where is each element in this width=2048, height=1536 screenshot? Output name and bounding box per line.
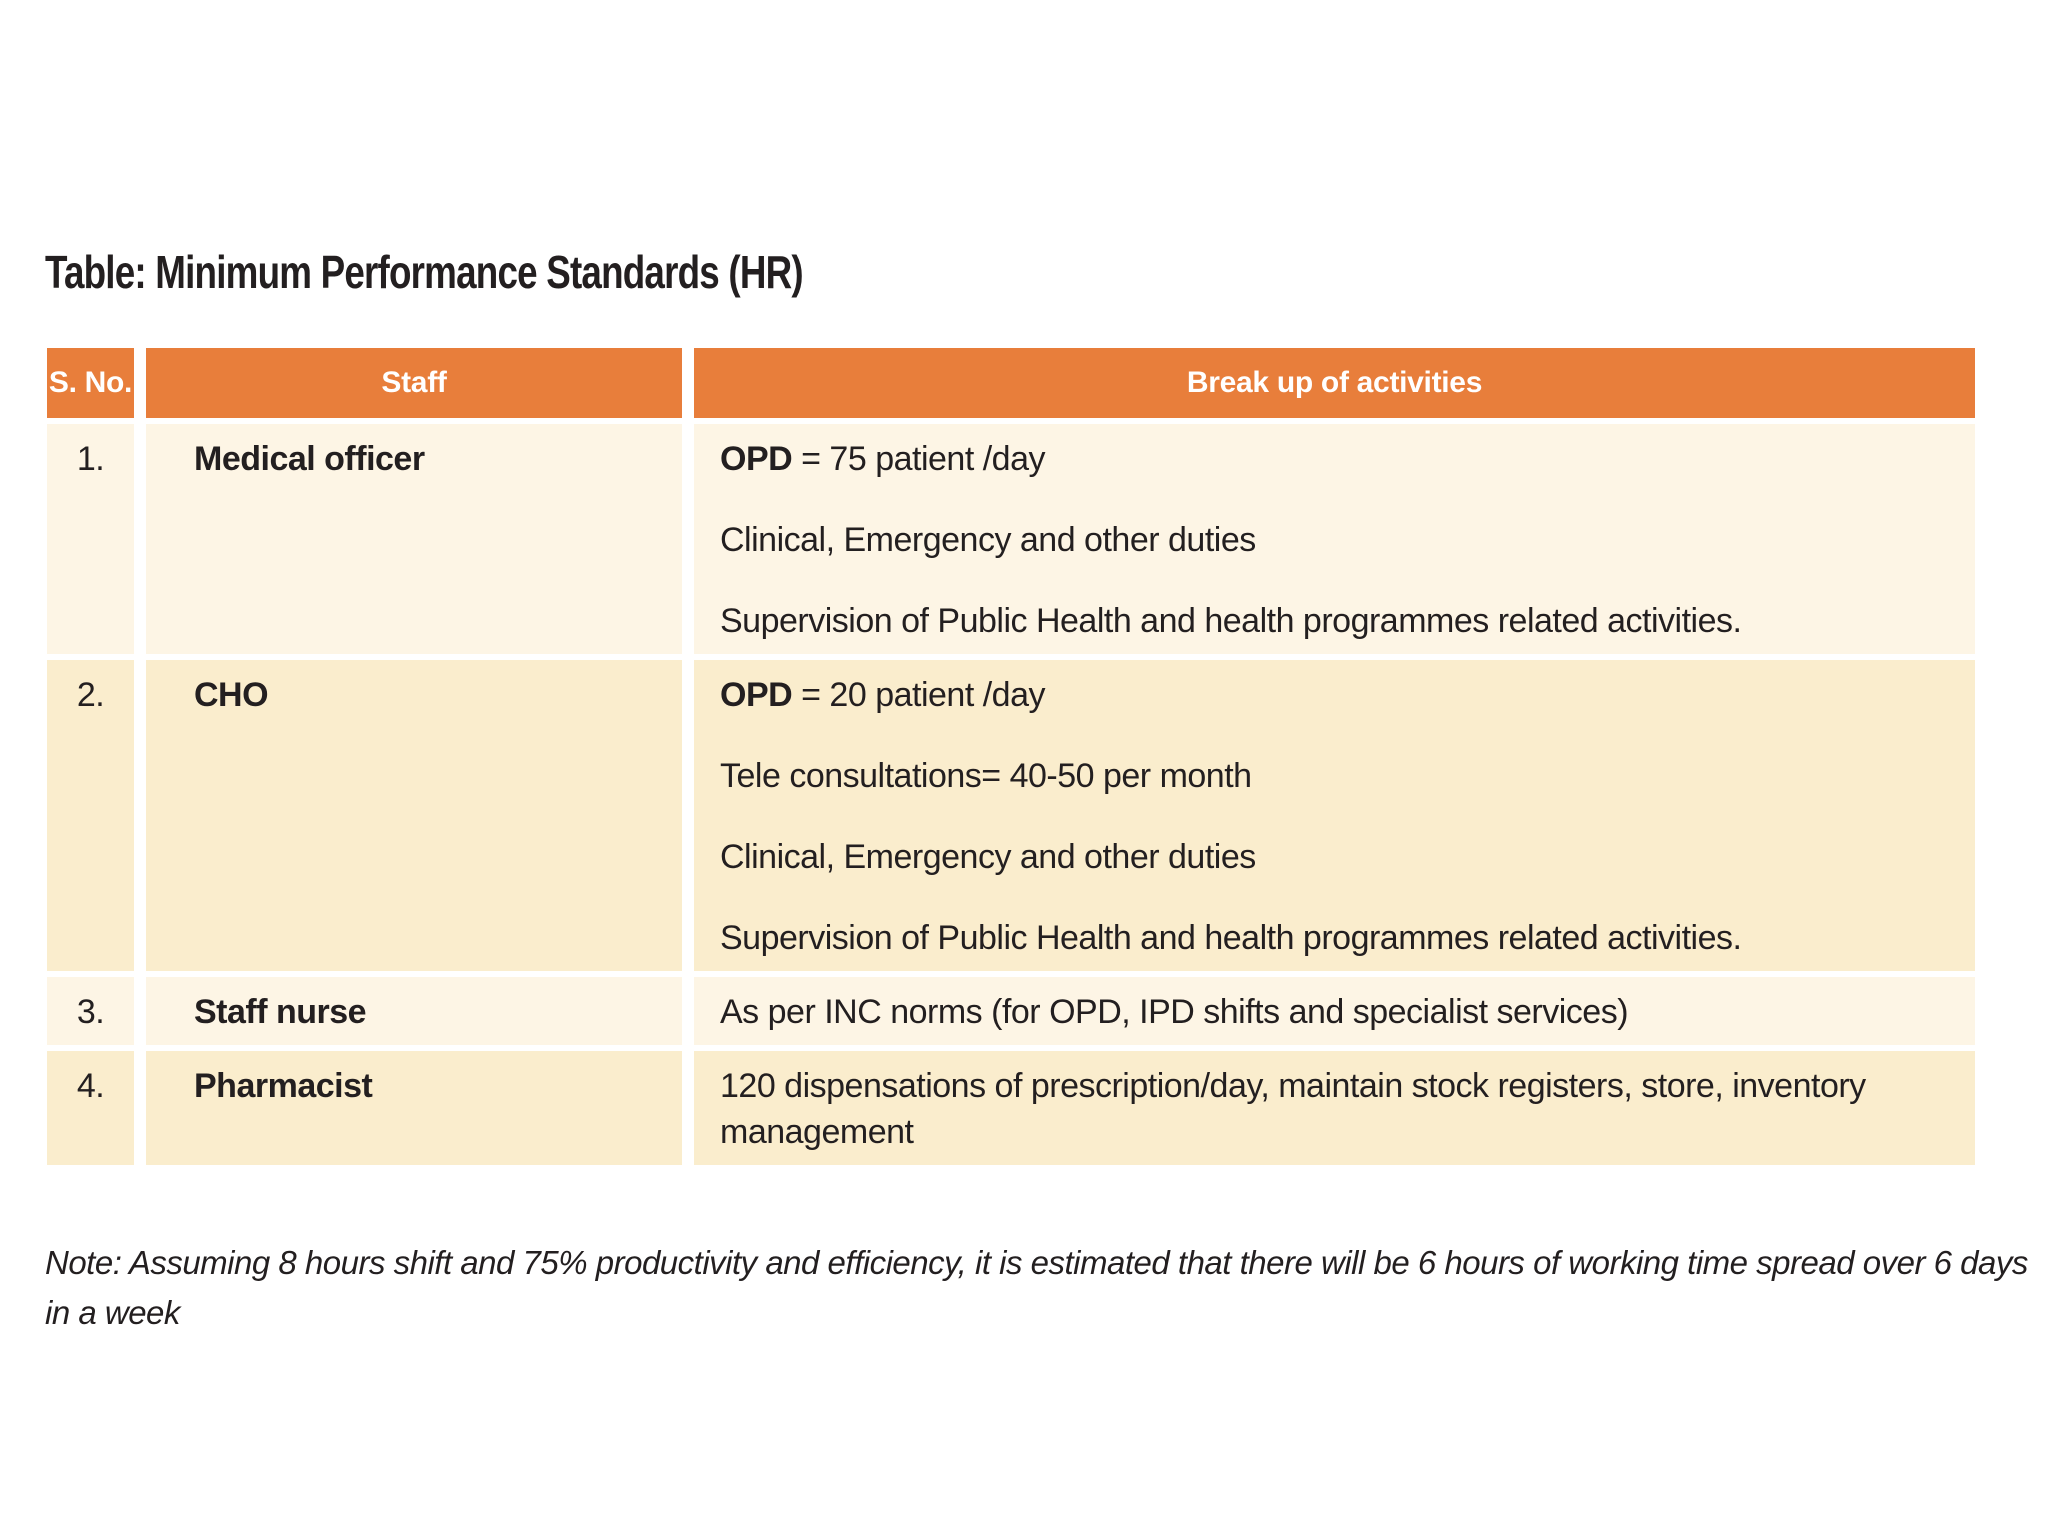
page-title: Table: Minimum Performance Standards (HR… [45,246,804,298]
table-header-row: S. No. Staff Break up of activities [47,348,1975,421]
header-staff: Staff [134,348,688,421]
activity-text: 120 dispensations of prescription/day, m… [720,1067,1866,1151]
staff-cell: Pharmacist [134,1045,688,1165]
sno-cell: 4. [47,1045,140,1165]
header-sno: S. No. [47,348,140,421]
activities-cell: As per INC norms (for OPD, IPD shifts an… [682,971,1975,1048]
activity-text: = 75 patient /day [792,440,1045,478]
performance-standards-table: S. No. Staff Break up of activities 1. M… [47,348,1975,1165]
activity-text: Clinical, Emergency and other duties [720,838,1256,876]
header-activities: Break up of activities [682,348,1975,421]
activities-cell: OPD = 75 patient /day Clinical, Emergency… [682,418,1975,657]
activity-bold-term: OPD [720,440,793,478]
activity-line: Clinical, Emergency and other duties [720,834,1947,880]
activities-cell: 120 dispensations of prescription/day, m… [682,1045,1975,1165]
activity-line: Tele consultations= 40-50 per month [720,753,1947,799]
table-row: 4. Pharmacist 120 dispensations of presc… [47,1045,1975,1165]
activity-line: Supervision of Public Health and health … [720,598,1947,644]
activity-line: OPD = 75 patient /day [720,436,1947,482]
table-row: 3. Staff nurse As per INC norms (for OPD… [47,971,1975,1048]
activity-text: Clinical, Emergency and other duties [720,521,1256,559]
sno-cell: 3. [47,971,140,1048]
activity-text: Supervision of Public Health and health … [720,919,1742,957]
staff-cell: Medical officer [134,418,688,657]
activity-text: = 20 patient /day [792,676,1045,714]
activities-cell: OPD = 20 patient /day Tele consultations=… [682,654,1975,974]
activity-text: As per INC norms (for OPD, IPD shifts an… [720,993,1629,1031]
staff-cell: Staff nurse [134,971,688,1048]
staff-cell: CHO [134,654,688,974]
activity-line: Clinical, Emergency and other duties [720,517,1947,563]
sno-cell: 1. [47,418,140,657]
table-row: 2. CHO OPD = 20 patient /day Tele consult… [47,654,1975,974]
activity-line: Supervision of Public Health and health … [720,915,1947,961]
activity-text: Tele consultations= 40-50 per month [720,757,1252,795]
activity-bold-term: OPD [720,676,793,714]
activity-text: Supervision of Public Health and health … [720,602,1742,640]
footnote: Note: Assuming 8 hours shift and 75% pro… [45,1244,2028,1331]
activity-line: 120 dispensations of prescription/day, m… [720,1063,1947,1155]
sno-cell: 2. [47,654,140,974]
table-row: 1. Medical officer OPD = 75 patient /day… [47,418,1975,657]
activity-line: As per INC norms (for OPD, IPD shifts an… [720,989,1947,1035]
activity-line: OPD = 20 patient /day [720,672,1947,718]
